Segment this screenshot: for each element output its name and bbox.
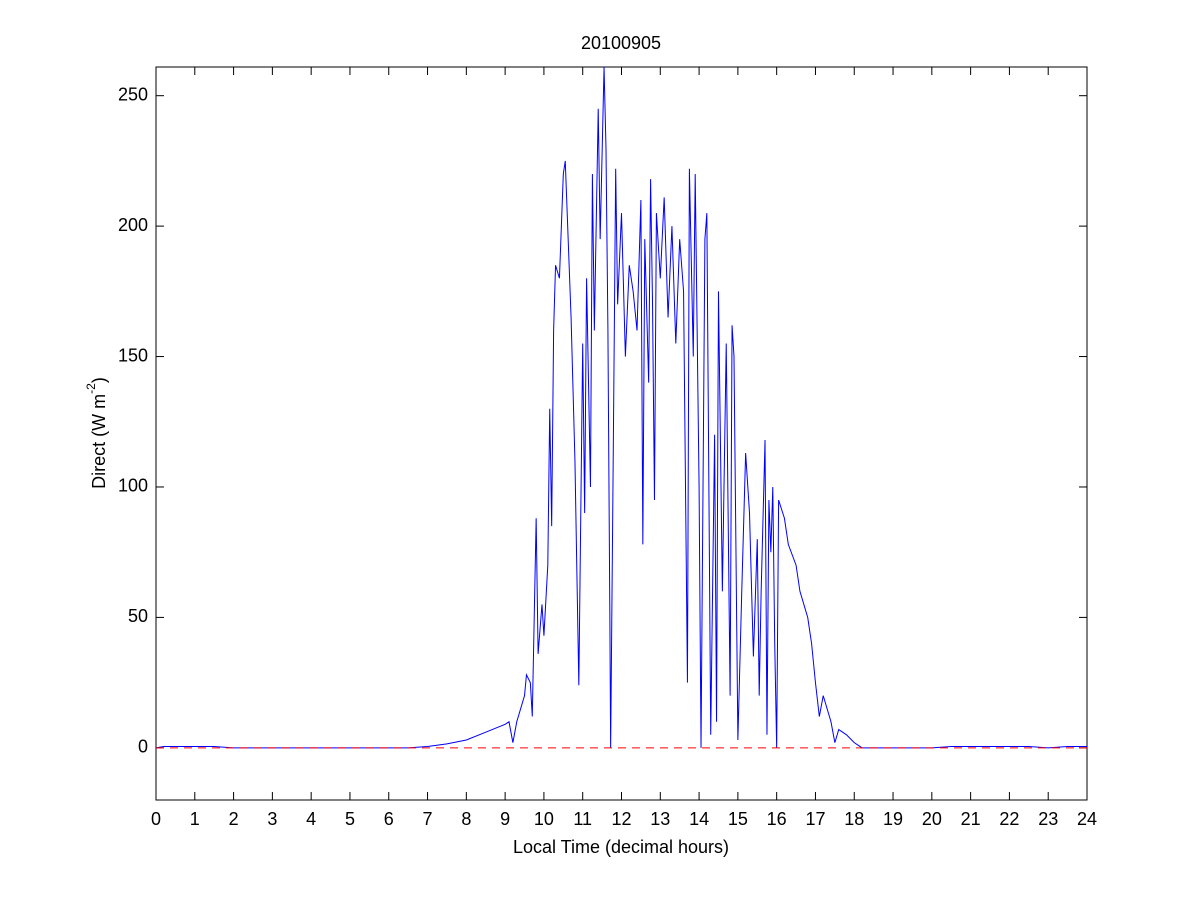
data-line	[155, 66, 1087, 749]
y-tick-label: 250	[118, 84, 148, 104]
x-tick-label: 12	[611, 809, 631, 829]
x-tick-label: 1	[190, 809, 200, 829]
x-tick-label: 16	[767, 809, 787, 829]
x-tick-label: 2	[229, 809, 239, 829]
x-tick-label: 15	[728, 809, 748, 829]
y-tick-label: 0	[138, 737, 148, 757]
chart-title: 20100905	[581, 33, 661, 53]
plot-area	[155, 66, 1088, 801]
x-tick-label: 4	[306, 809, 316, 829]
y-axis-label: Direct (W m-2)	[84, 377, 109, 489]
x-tick-label: 7	[423, 809, 433, 829]
y-tick-label: 100	[118, 476, 148, 496]
x-tick-label: 14	[689, 809, 709, 829]
x-axis-label: Local Time (decimal hours)	[513, 837, 729, 857]
x-tick-label: 17	[805, 809, 825, 829]
x-tick-label: 11	[573, 809, 592, 829]
x-tick-label: 20	[922, 809, 942, 829]
y-label-text: Direct (W m	[89, 394, 109, 489]
y-label-end: )	[89, 377, 109, 383]
y-tick-label: 150	[118, 345, 148, 365]
x-tick-label: 8	[461, 809, 471, 829]
x-tick-label: 10	[534, 809, 554, 829]
x-tick-label: 22	[999, 809, 1019, 829]
y-tick-label: 200	[118, 215, 148, 235]
x-tick-label: 21	[961, 809, 981, 829]
x-tick-label: 13	[650, 809, 670, 829]
x-tick-label: 6	[384, 809, 394, 829]
x-tick-label: 18	[844, 809, 864, 829]
x-tick-label: 5	[345, 809, 355, 829]
x-tick-label: 24	[1077, 809, 1097, 829]
x-tick-label: 19	[883, 809, 903, 829]
y-label-sup: -2	[84, 383, 98, 394]
y-tick-label: 50	[128, 606, 148, 626]
x-tick-label: 0	[151, 809, 161, 829]
x-tick-label: 23	[1038, 809, 1058, 829]
x-tick-label: 9	[500, 809, 510, 829]
x-tick-label: 3	[267, 809, 277, 829]
